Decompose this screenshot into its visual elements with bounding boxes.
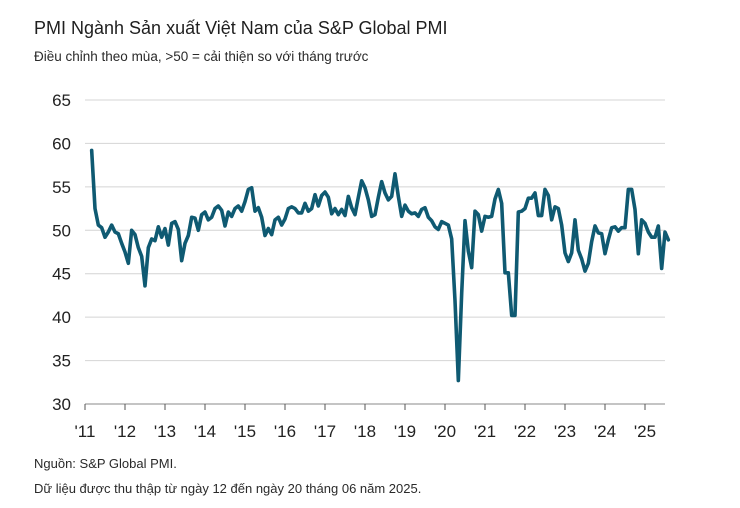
x-tick-label: '15 bbox=[234, 422, 256, 441]
x-tick-label: '23 bbox=[554, 422, 576, 441]
pmi-series-line bbox=[89, 148, 671, 383]
series-lines bbox=[89, 148, 671, 383]
y-tick-label: 65 bbox=[52, 91, 71, 110]
chart-title: PMI Ngành Sản xuất Việt Nam của S&P Glob… bbox=[34, 18, 448, 38]
x-tick-label: '20 bbox=[434, 422, 456, 441]
y-tick-label: 40 bbox=[52, 308, 71, 327]
y-axis-tick-labels: 30 35 40 45 50 55 60 65 bbox=[52, 91, 71, 414]
x-tick-label: '18 bbox=[354, 422, 376, 441]
x-tick-label: '11 bbox=[75, 422, 96, 441]
x-tick-label: '13 bbox=[154, 422, 176, 441]
y-tick-label: 35 bbox=[52, 352, 71, 371]
chart-subtitle: Điều chỉnh theo mùa, >50 = cải thiện so … bbox=[34, 49, 369, 64]
y-tick-label: 60 bbox=[52, 134, 71, 153]
y-tick-label: 55 bbox=[52, 178, 71, 197]
x-tick-label: '21 bbox=[474, 422, 496, 441]
source-note: Nguồn: S&P Global PMI. bbox=[34, 456, 177, 471]
y-tick-label: 30 bbox=[52, 395, 71, 414]
y-tick-label: 50 bbox=[52, 221, 71, 240]
x-tick-label: '14 bbox=[194, 422, 216, 441]
x-tick-label: '19 bbox=[394, 422, 416, 441]
x-tick-label: '16 bbox=[274, 422, 296, 441]
x-tick-label: '24 bbox=[594, 422, 616, 441]
x-tick-label: '17 bbox=[314, 422, 336, 441]
data-collection-note: Dữ liệu được thu thập từ ngày 12 đến ngà… bbox=[34, 481, 422, 496]
x-axis-ticks: '11 '12 '13 '14 '15 '16 '17 '18 '19 '20 '21 '22 '23 '… bbox=[75, 403, 665, 441]
x-tick-label: '22 bbox=[514, 422, 536, 441]
x-tick-label: '25 bbox=[634, 422, 656, 441]
x-tick-label: '12 bbox=[114, 422, 136, 441]
y-tick-label: 45 bbox=[52, 265, 71, 284]
